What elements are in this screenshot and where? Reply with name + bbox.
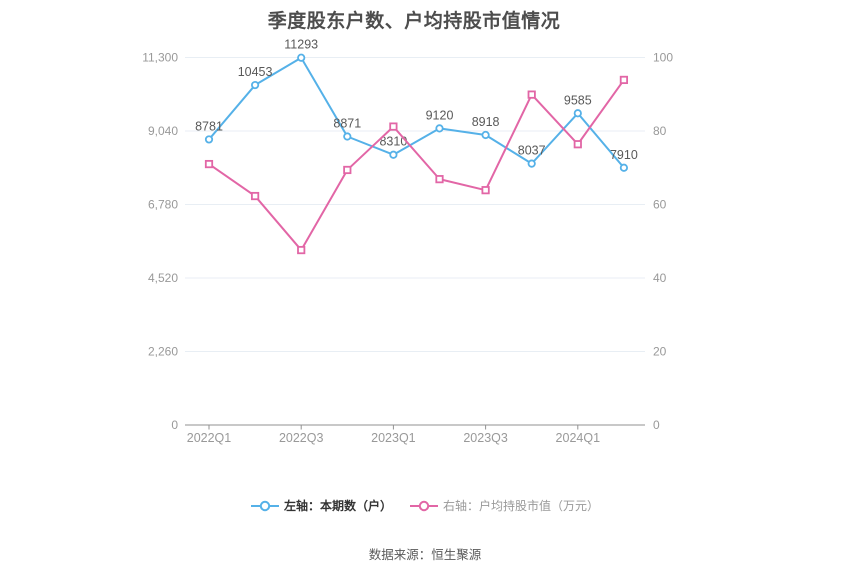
data-point-label: 8918 xyxy=(472,115,500,129)
y-axis-right-tick-label: 20 xyxy=(653,345,667,359)
legend-label: 左轴：本期数（户） xyxy=(283,499,392,513)
data-point-square[interactable] xyxy=(389,122,398,131)
series-line-1 xyxy=(208,79,625,252)
data-source-label: 数据来源：恒生聚源 xyxy=(368,548,482,562)
y-axis-right-tick-label: 40 xyxy=(653,271,667,285)
legend-marker-icon xyxy=(410,500,438,511)
y-axis-left-tick-label: 2,260 xyxy=(148,345,178,359)
data-point-square[interactable] xyxy=(481,186,490,195)
data-point-label: 8037 xyxy=(518,144,546,158)
data-point-label: 9585 xyxy=(564,93,592,107)
series-line-0 xyxy=(208,56,625,169)
data-point-square[interactable] xyxy=(435,175,444,184)
data-point-square[interactable] xyxy=(343,165,352,175)
data-point-circle[interactable] xyxy=(619,163,629,172)
chart-title: 季度股东户数、户均持股市值情况 xyxy=(267,11,561,32)
data-point-label: 11293 xyxy=(284,38,318,52)
legend: 左轴：本期数（户） 右轴：户均持股市值（万元） xyxy=(0,497,850,514)
data-point-label: 9120 xyxy=(426,108,454,122)
data-point-label: 8310 xyxy=(379,135,407,149)
x-axis-tick-label: 2024Q1 xyxy=(556,431,601,445)
data-point-circle[interactable] xyxy=(573,109,582,118)
data-point-circle[interactable] xyxy=(204,135,214,144)
legend-item-left-axis-series[interactable]: 左轴：本期数（户） xyxy=(250,497,392,514)
data-point-circle[interactable] xyxy=(297,53,306,62)
y-axis-left-tick-label: 9,040 xyxy=(148,124,178,138)
y-axis-right-tick-label: 80 xyxy=(653,124,667,138)
data-point-label: 8871 xyxy=(333,116,361,130)
data-point-square[interactable] xyxy=(619,75,629,85)
y-axis-left-tick-label: 4,520 xyxy=(148,271,178,285)
data-point-square[interactable] xyxy=(204,159,214,169)
data-point-circle[interactable] xyxy=(435,124,444,133)
data-point-label: 7910 xyxy=(610,148,638,162)
y-axis-left-tick-label: 6,780 xyxy=(148,198,178,212)
data-point-circle[interactable] xyxy=(251,80,260,90)
data-point-circle[interactable] xyxy=(343,132,352,141)
x-axis-tick-label: 2022Q1 xyxy=(187,431,232,445)
data-point-square[interactable] xyxy=(527,90,536,99)
data-point-circle[interactable] xyxy=(481,130,490,140)
x-axis-tick-label: 2022Q3 xyxy=(279,431,324,445)
y-axis-right-tick-label: 60 xyxy=(653,198,667,212)
data-point-circle[interactable] xyxy=(527,159,536,168)
y-axis-left-tick-label: 0 xyxy=(171,418,178,432)
line-chart-canvas[interactable]: 0 0 2,260 20 4,520 40 6,780 60 9,040 80 11,300 100 2… xyxy=(0,0,850,460)
data-point-label: 8781 xyxy=(195,119,223,133)
x-axis-tick-label: 2023Q3 xyxy=(463,431,508,445)
legend-label: 右轴：户均持股市值（万元） xyxy=(443,499,600,513)
data-point-circle[interactable] xyxy=(389,150,398,159)
data-point-square[interactable] xyxy=(250,191,260,201)
data-point-square[interactable] xyxy=(573,140,582,149)
y-axis-right-tick-label: 100 xyxy=(653,51,673,65)
y-axis-right-tick-label: 0 xyxy=(653,418,660,432)
y-axis-left-tick-label: 11,300 xyxy=(142,51,178,65)
x-axis-tick-label: 2023Q1 xyxy=(371,431,416,445)
data-point-square[interactable] xyxy=(297,245,306,255)
legend-marker-icon xyxy=(250,500,279,511)
data-point-label: 10453 xyxy=(238,65,273,79)
legend-item-right-axis-series[interactable]: 右轴：户均持股市值（万元） xyxy=(410,497,599,514)
